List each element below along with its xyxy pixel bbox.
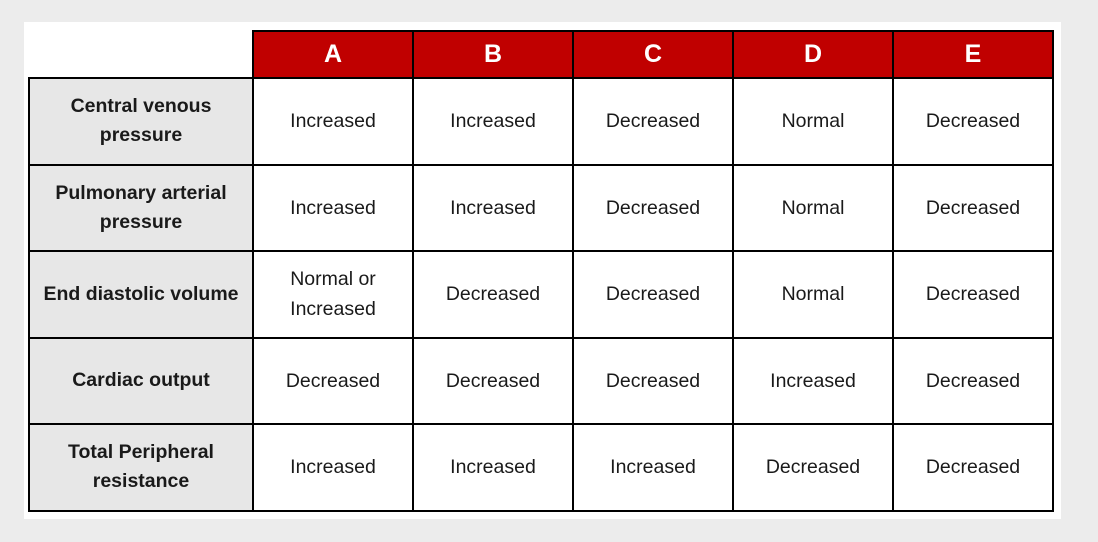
hemodynamics-comparison-table: A B C D E Central venous pressure Increa… <box>28 30 1054 512</box>
cell-tpr-c: Increased <box>572 423 734 512</box>
table-header-row: A B C D E <box>29 30 1054 79</box>
row-header-pulmonary-arterial-pressure: Pulmonary arterial pressure <box>28 163 254 252</box>
cell-edv-c: Decreased <box>572 250 734 339</box>
cell-pap-b: Increased <box>412 163 574 252</box>
column-header-e: E <box>892 30 1054 79</box>
cell-edv-e: Decreased <box>892 250 1054 339</box>
cell-cvp-d: Normal <box>732 77 894 166</box>
column-header-b: B <box>412 30 574 79</box>
cell-pap-c: Decreased <box>572 163 734 252</box>
cell-co-c: Decreased <box>572 336 734 425</box>
cell-pap-d: Normal <box>732 163 894 252</box>
row-header-cardiac-output: Cardiac output <box>28 336 254 425</box>
cell-co-e: Decreased <box>892 336 1054 425</box>
row-header-total-peripheral-resistance: Total Peripheral resistance <box>28 423 254 512</box>
cell-edv-a: Normal or Increased <box>252 250 414 339</box>
cell-tpr-d: Decreased <box>732 423 894 512</box>
cell-pap-a: Increased <box>252 163 414 252</box>
cell-edv-b: Decreased <box>412 250 574 339</box>
cell-pap-e: Decreased <box>892 163 1054 252</box>
cell-tpr-e: Decreased <box>892 423 1054 512</box>
row-header-central-venous-pressure: Central venous pressure <box>28 77 254 166</box>
corner-cell <box>29 31 253 78</box>
slide-panel: A B C D E Central venous pressure Increa… <box>24 22 1061 519</box>
cell-co-a: Decreased <box>252 336 414 425</box>
column-header-a: A <box>252 30 414 79</box>
cell-co-b: Decreased <box>412 336 574 425</box>
cell-cvp-a: Increased <box>252 77 414 166</box>
table-row-total-peripheral-resistance: Total Peripheral resistance Increased In… <box>28 423 1054 512</box>
column-header-c: C <box>572 30 734 79</box>
cell-tpr-a: Increased <box>252 423 414 512</box>
cell-cvp-b: Increased <box>412 77 574 166</box>
cell-edv-d: Normal <box>732 250 894 339</box>
cell-cvp-e: Decreased <box>892 77 1054 166</box>
table-row-cardiac-output: Cardiac output Decreased Decreased Decre… <box>28 336 1054 425</box>
cell-tpr-b: Increased <box>412 423 574 512</box>
row-header-end-diastolic-volume: End diastolic volume <box>28 250 254 339</box>
cell-cvp-c: Decreased <box>572 77 734 166</box>
column-header-d: D <box>732 30 894 79</box>
table-row-pulmonary-arterial-pressure: Pulmonary arterial pressure Increased In… <box>28 163 1054 252</box>
cell-co-d: Increased <box>732 336 894 425</box>
table-row-end-diastolic-volume: End diastolic volume Normal or Increased… <box>28 250 1054 339</box>
table-row-central-venous-pressure: Central venous pressure Increased Increa… <box>28 77 1054 166</box>
